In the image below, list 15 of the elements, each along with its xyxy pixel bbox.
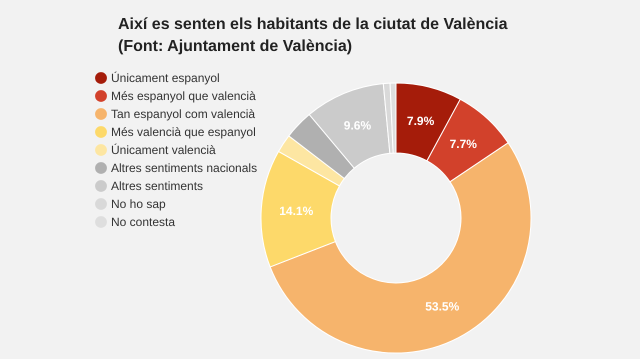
chart-title: Així es senten els habitants de la ciutat de València [118, 16, 508, 33]
chart-subtitle: (Font: Ajuntament de València) [118, 38, 352, 55]
data-label: 7.7% [450, 137, 478, 152]
data-label: 53.5% [425, 300, 460, 314]
legend-label: Més valencià que espanyol [111, 125, 256, 139]
legend-label: Únicament valencià [111, 143, 216, 157]
data-label: 7.9% [406, 114, 435, 128]
legend-label: No contesta [111, 215, 176, 229]
data-label: 14.1% [279, 204, 314, 218]
legend-label: Altres sentiments [111, 179, 204, 193]
legend-label: Més espanyol que valencià [111, 89, 256, 103]
legend-label: Altres sentiments nacionals [111, 161, 258, 175]
legend-label: Únicament espanyol [111, 71, 220, 85]
legend-label: Tan espanyol com valencià [111, 107, 256, 121]
legend-label: No ho sap [111, 197, 166, 211]
